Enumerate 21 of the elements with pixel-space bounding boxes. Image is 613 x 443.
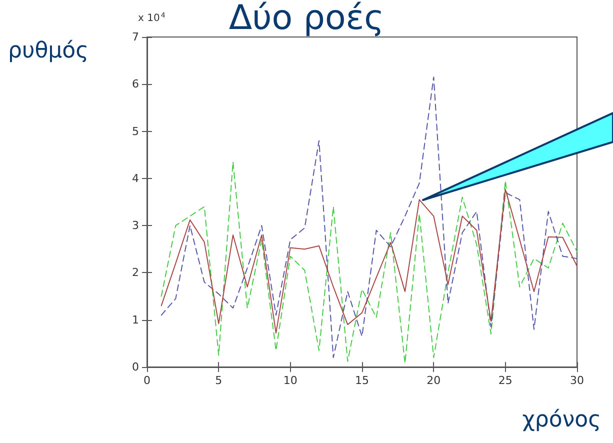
x-tick-label: 0 [144, 374, 150, 387]
y-tick-label: 6 [132, 78, 139, 91]
line-series [160, 76, 578, 358]
x-tick-label: 10 [283, 374, 298, 387]
y-axis-title: ρυθμός [8, 38, 89, 64]
line-series [160, 188, 578, 334]
x-tick-label: 20 [426, 374, 441, 387]
y-tick-label: 2 [132, 266, 139, 280]
y-tick-label: 1 [132, 313, 139, 326]
x-tick-label: 15 [355, 374, 369, 387]
x-tick-label: 25 [498, 374, 512, 387]
y-tick-label: 0 [132, 360, 139, 374]
y-tick-label: 7 [132, 30, 139, 44]
x-tick-label: 5 [215, 374, 222, 387]
chart-title: Δύο ροές [228, 0, 384, 38]
y-tick-label: 5 [132, 124, 139, 138]
line-series [160, 161, 578, 364]
x-axis-title: χρόνος [522, 408, 602, 432]
x-tick-label: 30 [570, 374, 584, 387]
y-tick-label: 4 [132, 172, 139, 185]
y-tick-label: 3 [132, 219, 139, 232]
